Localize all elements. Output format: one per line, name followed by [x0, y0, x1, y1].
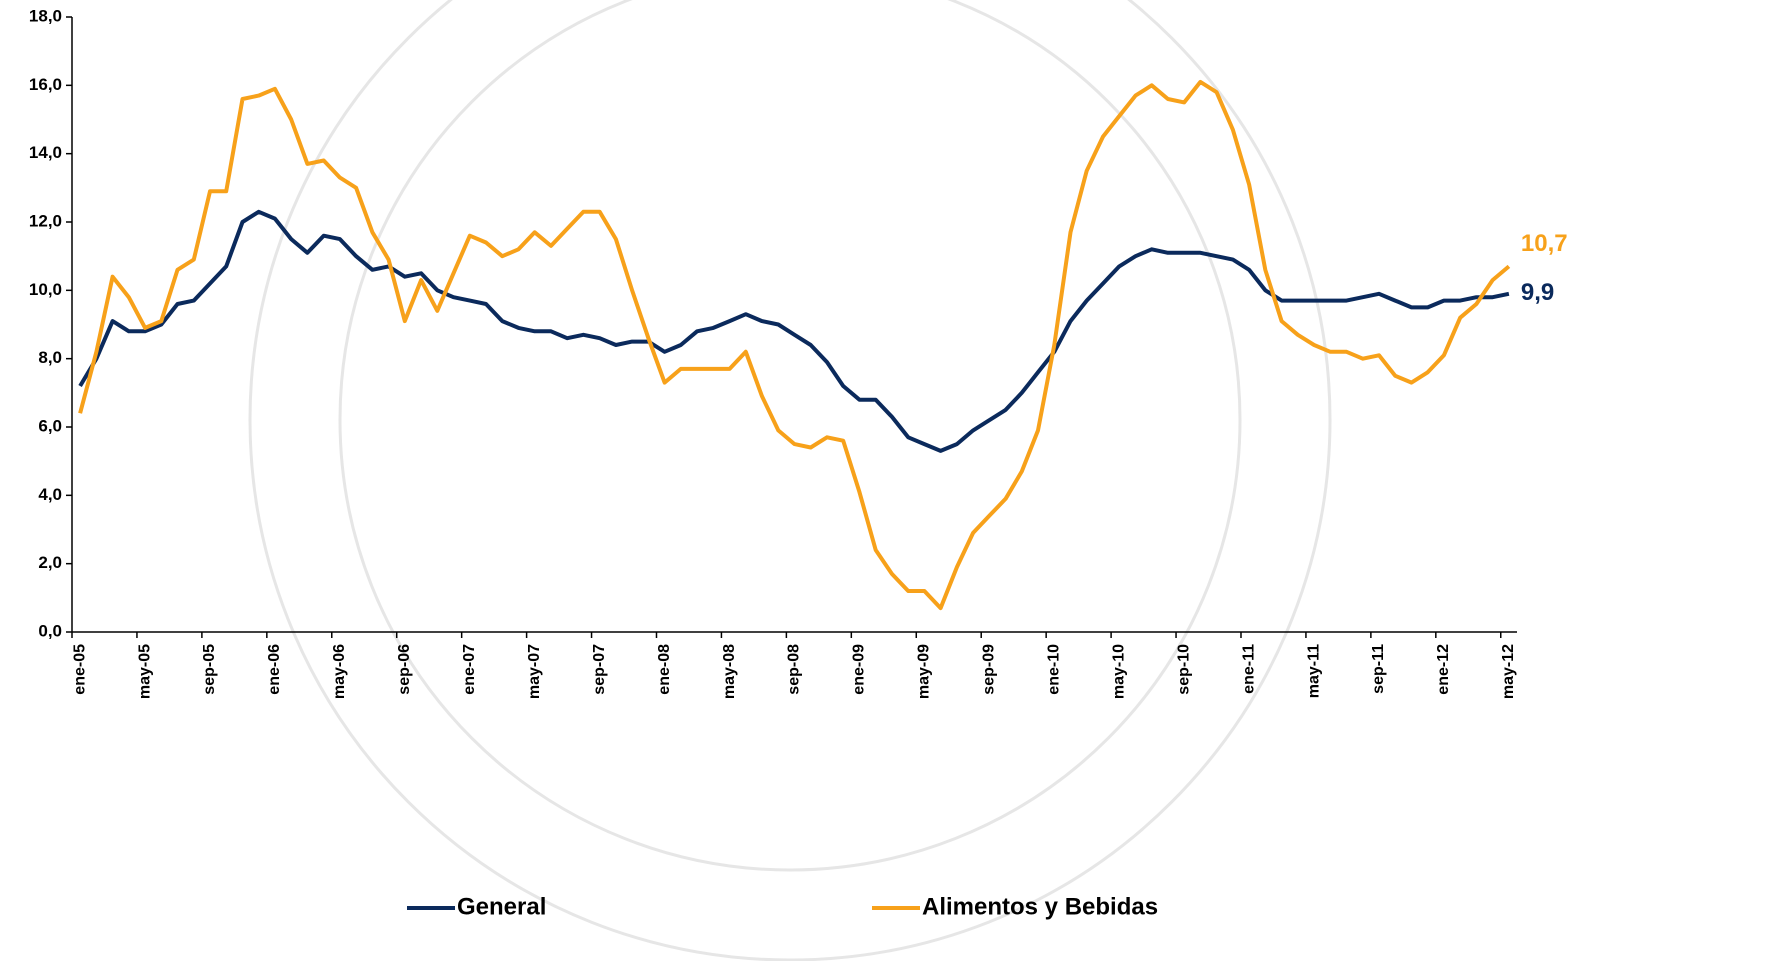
x-tick-label: may-06	[331, 644, 348, 699]
y-tick-label: 18,0	[29, 6, 62, 25]
x-tick-label: may-10	[1110, 644, 1127, 699]
watermark	[248, 0, 1332, 961]
y-tick-label: 8,0	[38, 348, 62, 367]
x-tick-label: sep-05	[201, 644, 218, 695]
x-tick-label: sep-06	[396, 644, 413, 695]
legend-label: General	[457, 893, 546, 920]
y-tick-label: 6,0	[38, 416, 62, 435]
x-tick-label: sep-10	[1175, 644, 1192, 695]
x-tick-label: may-07	[526, 644, 543, 699]
y-tick-label: 14,0	[29, 143, 62, 162]
data-label: 10,7	[1521, 230, 1568, 257]
y-tick-label: 16,0	[29, 75, 62, 94]
x-tick-label: ene-05	[71, 644, 88, 695]
x-tick-label: ene-06	[266, 644, 283, 695]
x-tick-label: ene-10	[1045, 644, 1062, 695]
y-tick-label: 4,0	[38, 485, 62, 504]
data-label: 9,9	[1521, 279, 1554, 306]
legend-label: Alimentos y Bebidas	[922, 893, 1158, 920]
x-tick-label: sep-09	[981, 644, 998, 695]
x-tick-label: may-09	[916, 644, 933, 699]
x-tick-label: may-11	[1305, 644, 1322, 698]
x-tick-label: sep-07	[591, 644, 608, 695]
x-tick-label: ene-12	[1435, 644, 1452, 695]
x-tick-label: ene-08	[656, 644, 673, 695]
series-line	[78, 79, 1511, 611]
series-line	[78, 209, 1510, 453]
y-tick-label: 10,0	[29, 280, 62, 299]
x-tick-label: may-08	[721, 644, 738, 699]
y-tick-label: 2,0	[38, 553, 62, 572]
x-tick-label: ene-11	[1240, 644, 1257, 694]
x-tick-label: sep-08	[786, 644, 803, 695]
x-tick-label: sep-11	[1370, 644, 1387, 694]
x-tick-label: ene-09	[851, 644, 868, 695]
y-tick-label: 12,0	[29, 211, 62, 230]
x-tick-label: may-12	[1500, 644, 1517, 699]
x-tick-label: may-05	[136, 644, 153, 699]
y-tick-label: 0,0	[38, 621, 62, 640]
x-tick-label: ene-07	[461, 644, 478, 695]
